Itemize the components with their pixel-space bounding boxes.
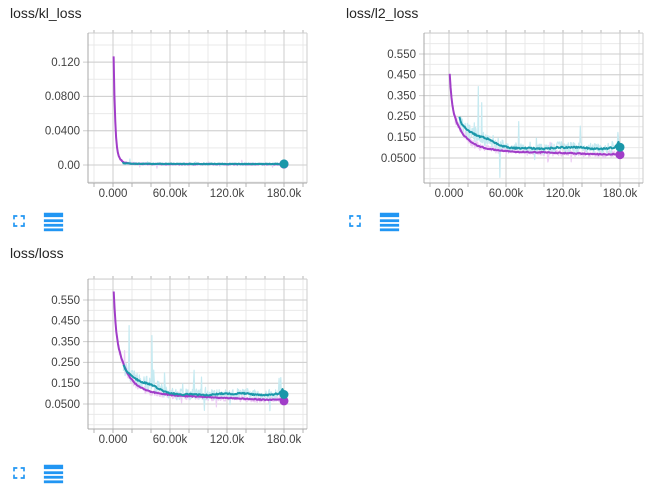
data-table-icon[interactable] xyxy=(378,210,400,232)
chart-title: loss/l2_loss xyxy=(346,5,419,21)
fullscreen-icon[interactable] xyxy=(344,210,366,232)
svg-text:180.0k: 180.0k xyxy=(267,188,302,200)
svg-text:0.0400: 0.0400 xyxy=(45,126,80,138)
svg-text:60.00k: 60.00k xyxy=(489,188,524,200)
svg-text:0.250: 0.250 xyxy=(51,357,80,369)
data-table-icon[interactable] xyxy=(42,462,64,484)
card-actions xyxy=(344,210,400,232)
svg-text:0.0500: 0.0500 xyxy=(381,153,416,165)
data-table-icon[interactable] xyxy=(42,210,64,232)
svg-text:60.00k: 60.00k xyxy=(153,188,188,200)
loss-chart[interactable]: 0.000 60.00k 120.0k 180.0k 0.0500 0.150 0.250 0… xyxy=(0,272,330,448)
fullscreen-icon[interactable] xyxy=(8,210,30,232)
svg-text:120.0k: 120.0k xyxy=(210,188,245,200)
svg-text:120.0k: 120.0k xyxy=(210,434,245,446)
svg-text:0.0800: 0.0800 xyxy=(45,91,80,103)
svg-text:180.0k: 180.0k xyxy=(267,434,302,446)
svg-text:0.450: 0.450 xyxy=(387,70,416,82)
card-actions xyxy=(8,462,64,484)
svg-text:60.00k: 60.00k xyxy=(153,434,188,446)
svg-text:0.550: 0.550 xyxy=(387,49,416,61)
svg-text:0.000: 0.000 xyxy=(99,188,128,200)
scalar-card-kl-loss: loss/kl_loss 0.000 60.00k 120.0k 180.0k 0.00… xyxy=(0,0,336,240)
svg-text:0.350: 0.350 xyxy=(387,90,416,102)
l2-loss-chart[interactable]: 0.000 60.00k 120.0k 180.0k 0.0500 0.150 0.250 0… xyxy=(336,26,666,202)
scalar-card-l2-loss: loss/l2_loss 0.000 60.00k 120.0k 180.0k 0.05… xyxy=(336,0,672,240)
svg-text:0.000: 0.000 xyxy=(99,434,128,446)
svg-text:0.120: 0.120 xyxy=(51,57,80,69)
card-actions xyxy=(8,210,64,232)
scalar-card-loss: loss/loss 0.000 60.00k 120.0k 180.0k 0.0500 0… xyxy=(0,240,336,483)
svg-text:0.550: 0.550 xyxy=(51,295,80,307)
chart-title: loss/kl_loss xyxy=(10,5,82,21)
svg-text:0.0500: 0.0500 xyxy=(45,399,80,411)
svg-text:120.0k: 120.0k xyxy=(546,188,581,200)
svg-text:0.000: 0.000 xyxy=(435,188,464,200)
svg-text:0.350: 0.350 xyxy=(51,336,80,348)
svg-text:0.450: 0.450 xyxy=(51,316,80,328)
svg-text:0.150: 0.150 xyxy=(387,132,416,144)
kl-loss-chart[interactable]: 0.000 60.00k 120.0k 180.0k 0.00 0.0400 0.0800 0… xyxy=(0,26,330,202)
svg-text:0.250: 0.250 xyxy=(387,111,416,123)
svg-text:0.00: 0.00 xyxy=(58,160,80,172)
chart-title: loss/loss xyxy=(10,245,64,261)
svg-text:0.150: 0.150 xyxy=(51,378,80,390)
svg-text:180.0k: 180.0k xyxy=(603,188,638,200)
fullscreen-icon[interactable] xyxy=(8,462,30,484)
